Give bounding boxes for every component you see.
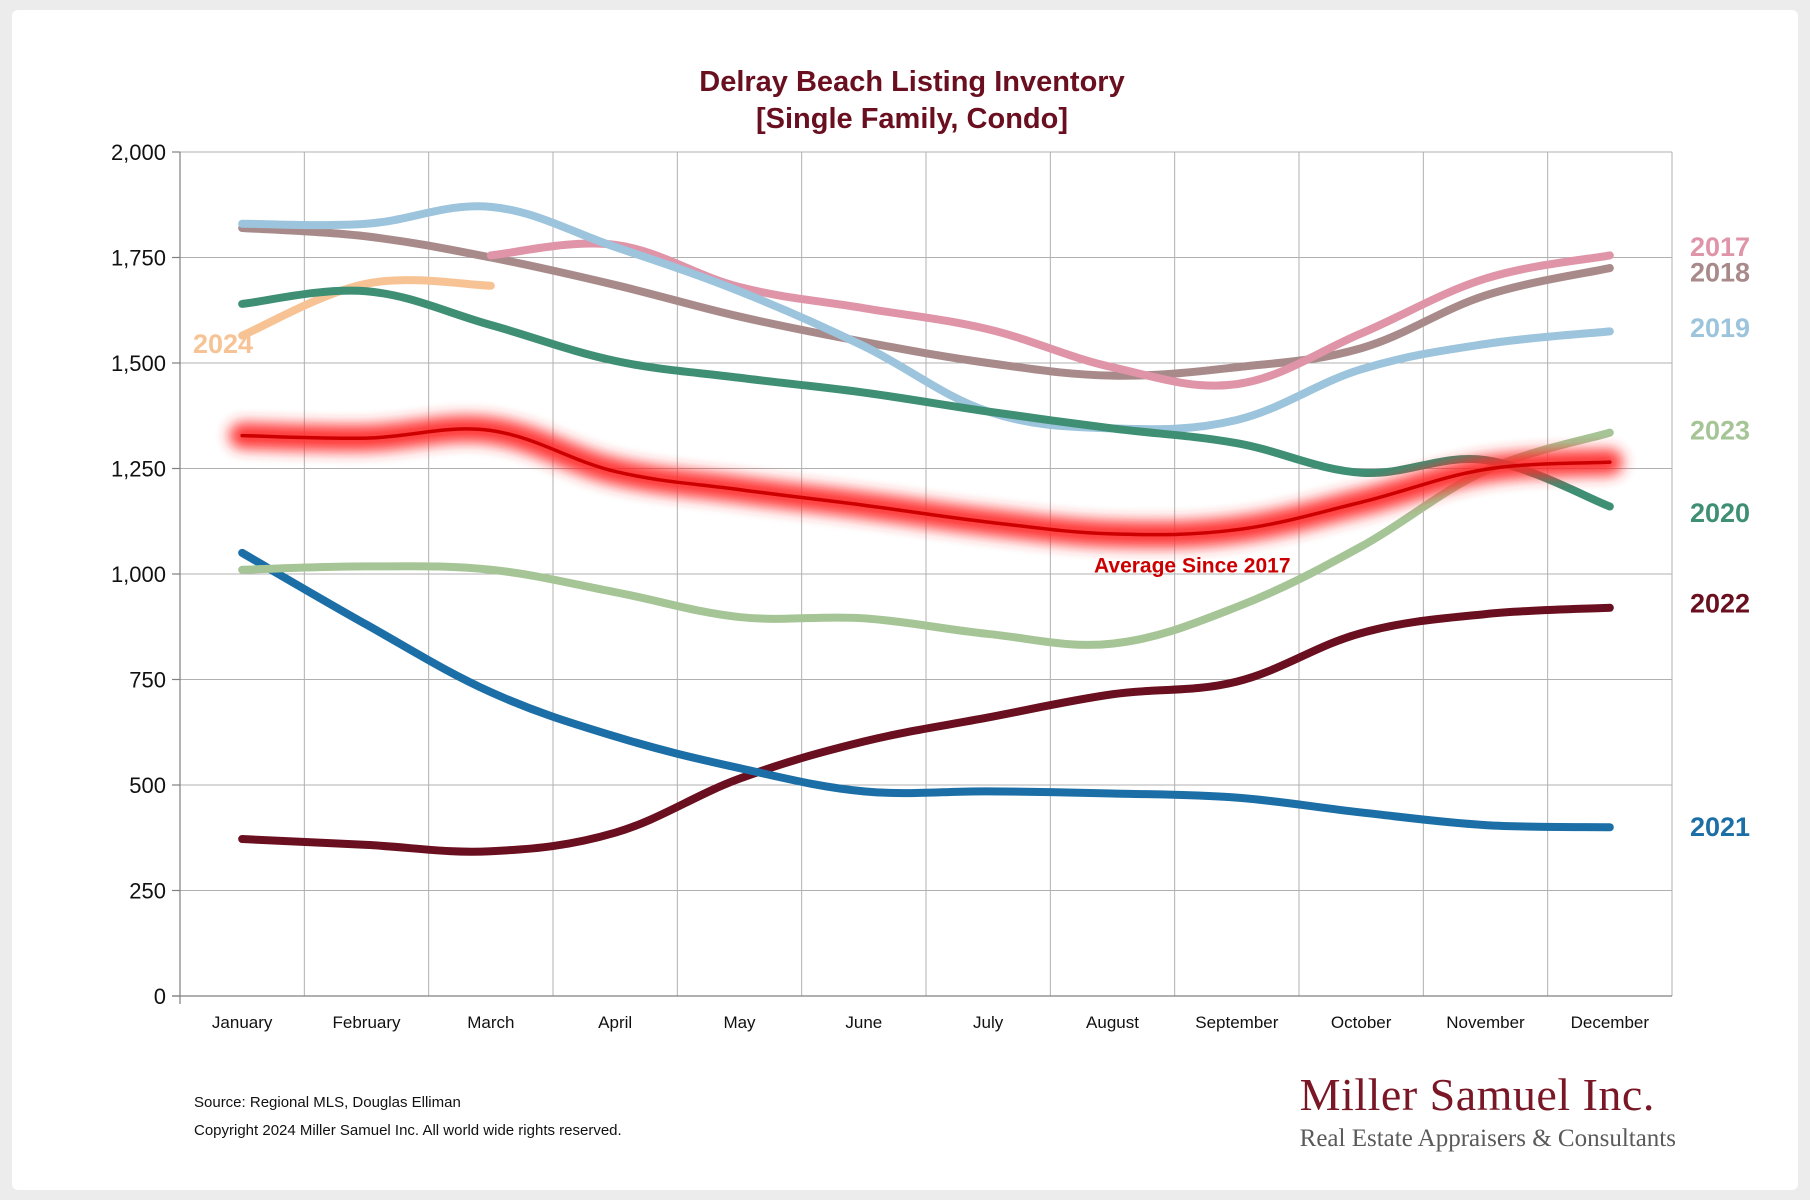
x-tick-label: September — [1195, 1013, 1278, 1032]
y-tick-label: 1,250 — [111, 457, 166, 482]
series-line-2024 — [238, 276, 495, 340]
series-label-2018: 2018 — [1690, 257, 1750, 287]
series-line-2019 — [238, 202, 1614, 434]
x-tick-label: March — [467, 1013, 514, 1032]
y-tick-label: 1,500 — [111, 351, 166, 376]
y-tick-label: 2,000 — [111, 140, 166, 165]
copyright-note: Copyright 2024 Miller Samuel Inc. All wo… — [194, 1122, 622, 1139]
chart-title-line: [Single Family, Condo] — [756, 103, 1068, 135]
y-tick-label: 500 — [129, 773, 166, 798]
x-tick-label: February — [332, 1013, 401, 1032]
x-tick-label: April — [598, 1013, 632, 1032]
y-tick-label: 1,750 — [111, 246, 166, 271]
x-tick-label: October — [1331, 1013, 1392, 1032]
x-tick-label: May — [723, 1013, 756, 1032]
chart-title-line: Delray Beach Listing Inventory — [699, 66, 1124, 98]
logo-tagline: Real Estate Appraisers & Consultants — [1299, 1125, 1676, 1152]
y-tick-label: 1,000 — [111, 562, 166, 587]
y-tick-label: 250 — [129, 879, 166, 904]
series-label-2022: 2022 — [1690, 589, 1750, 619]
y-tick-label: 750 — [129, 668, 166, 693]
x-tick-label: January — [212, 1013, 273, 1032]
series-line-average-since-2017 — [240, 427, 1612, 537]
series-line-2023 — [238, 428, 1614, 649]
series-line-2021 — [238, 548, 1614, 832]
series-label-2019: 2019 — [1690, 313, 1750, 343]
company-logo: Miller Samuel Inc. Real Estate Appraiser… — [1299, 1069, 1676, 1152]
series-label-2024: 2024 — [193, 329, 253, 359]
source-note: Source: Regional MLS, Douglas Elliman — [194, 1094, 461, 1111]
logo-name: Miller Samuel Inc. — [1299, 1069, 1655, 1120]
series-line-2018 — [238, 223, 1614, 380]
series-label-2023: 2023 — [1690, 416, 1750, 446]
line-chart: Delray Beach Listing Inventory [Single Fa… — [111, 66, 1750, 1032]
series-label-average-since-2017: Average Since 2017 — [1094, 554, 1291, 577]
series-line-2022 — [238, 603, 1614, 856]
x-tick-label: August — [1086, 1013, 1139, 1032]
series-label-2017: 2017 — [1690, 232, 1750, 262]
x-tick-label: July — [973, 1013, 1004, 1032]
chart-card: Delray Beach Listing Inventory [Single Fa… — [12, 10, 1798, 1190]
x-tick-label: November — [1446, 1013, 1525, 1032]
series-line-2017 — [486, 239, 1614, 390]
x-tick-label: June — [845, 1013, 882, 1032]
y-tick-label: 0 — [154, 984, 166, 1009]
x-tick-label: December — [1571, 1013, 1650, 1032]
series-label-2021: 2021 — [1690, 812, 1750, 842]
series-line-2020 — [238, 286, 1614, 511]
series-label-2020: 2020 — [1690, 498, 1750, 528]
